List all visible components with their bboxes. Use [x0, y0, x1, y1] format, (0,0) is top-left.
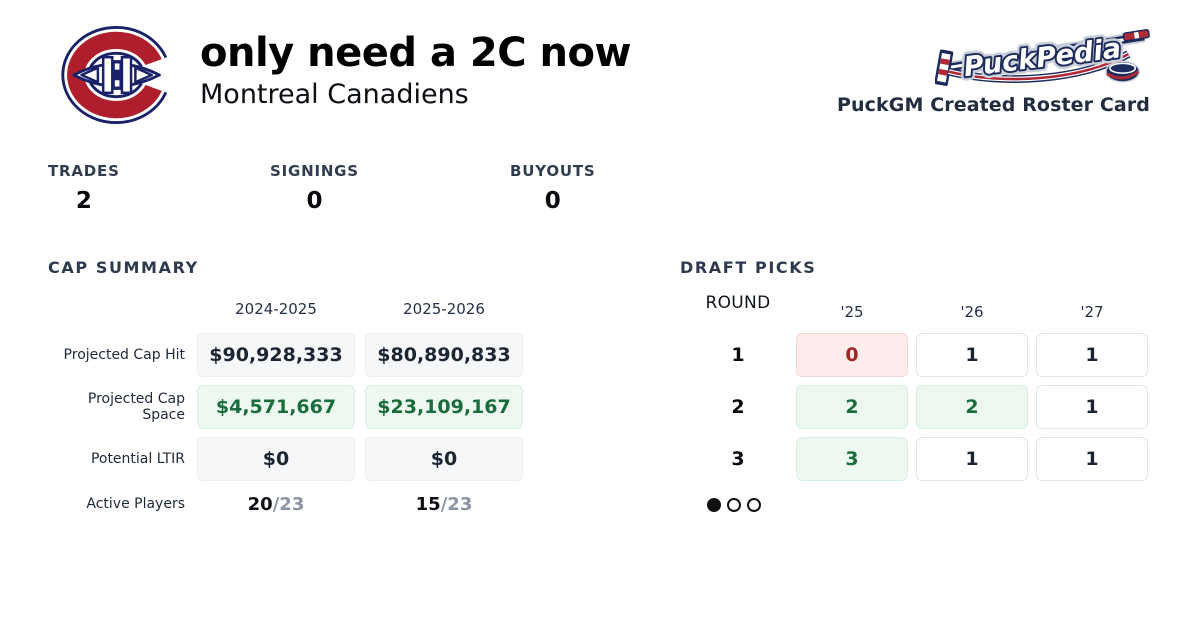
- carousel-dot-2[interactable]: [727, 498, 741, 512]
- carousel-pagination: [707, 498, 1156, 512]
- stat-trades-label: TRADES: [48, 162, 120, 180]
- pick-count-r2-26: 2: [916, 385, 1028, 429]
- round-column-header: ROUND: [705, 293, 771, 313]
- table-row-round-1: 1 0 1 1: [680, 333, 1156, 377]
- stat-signings: SIGNINGS 0: [270, 162, 359, 214]
- stat-trades: TRADES 2: [48, 162, 120, 214]
- draft-picks-column-headers: ROUND '25 '26 '27: [680, 293, 1156, 325]
- year-column-header: '27: [1080, 303, 1104, 321]
- active-players-2025: 15/23: [415, 493, 473, 515]
- carousel-dot-3[interactable]: [747, 498, 761, 512]
- draft-picks-section: DRAFT PICKS ROUND '25 '26 '27 1 0 1 1 2 …: [680, 258, 1156, 512]
- pick-count-r1-25: 0: [796, 333, 908, 377]
- stat-signings-label: SIGNINGS: [270, 162, 359, 180]
- round-number: 1: [731, 344, 745, 366]
- table-row-projected-cap-hit: Projected Cap Hit $90,928,333 $80,890,83…: [48, 333, 533, 377]
- stat-buyouts-value: 0: [544, 188, 561, 214]
- cap-space-value-2025: $23,109,167: [365, 385, 523, 429]
- round-number: 3: [731, 448, 745, 470]
- season-column-header: 2024-2025: [235, 300, 317, 318]
- pick-count-r1-27: 1: [1036, 333, 1148, 377]
- draft-picks-heading: DRAFT PICKS: [680, 258, 817, 277]
- ltir-value-2024: $0: [197, 437, 355, 481]
- page-title: only need a 2C now: [200, 30, 631, 76]
- stat-buyouts-label: BUYOUTS: [510, 162, 596, 180]
- pick-count-r3-25: 3: [796, 437, 908, 481]
- puckpedia-logo: PuckPedia PuckPedia: [935, 29, 1150, 88]
- pick-count-r3-27: 1: [1036, 437, 1148, 481]
- brand-block: PuckPedia PuckPedia PuckGM Created Roste…: [837, 22, 1150, 116]
- cap-summary-column-headers: 2024-2025 2025-2026: [48, 300, 533, 318]
- row-label: Projected Cap Space: [87, 391, 185, 423]
- stat-trades-value: 2: [75, 188, 92, 214]
- pick-count-r2-27: 1: [1036, 385, 1148, 429]
- carousel-dot-1[interactable]: [707, 498, 721, 512]
- cap-summary-heading: CAP SUMMARY: [48, 258, 199, 277]
- round-number: 2: [731, 396, 745, 418]
- year-column-header: '25: [840, 303, 864, 321]
- stat-signings-value: 0: [306, 188, 323, 214]
- pick-count-r2-25: 2: [796, 385, 908, 429]
- season-column-header: 2025-2026: [403, 300, 485, 318]
- pick-count-r1-26: 1: [916, 333, 1028, 377]
- cap-summary-section: CAP SUMMARY 2024-2025 2025-2026 Projecte…: [48, 258, 533, 519]
- year-column-header: '26: [960, 303, 984, 321]
- row-label: Potential LTIR: [90, 451, 185, 467]
- cap-space-value-2024: $4,571,667: [197, 385, 355, 429]
- cap-hit-value-2025: $80,890,833: [365, 333, 523, 377]
- team-name: Montreal Canadiens: [200, 79, 469, 110]
- table-row-round-2: 2 2 2 1: [680, 385, 1156, 429]
- row-label: Active Players: [86, 496, 185, 512]
- table-row-projected-cap-space: Projected Cap Space $4,571,667 $23,109,1…: [48, 385, 533, 429]
- ltir-value-2025: $0: [365, 437, 523, 481]
- title-block: only need a 2C now Montreal Canadiens: [200, 30, 631, 110]
- canadiens-logo: [61, 25, 180, 125]
- table-row-round-3: 3 3 1 1: [680, 437, 1156, 481]
- pick-count-r3-26: 1: [916, 437, 1028, 481]
- stat-buyouts: BUYOUTS 0: [510, 162, 596, 214]
- brand-caption: PuckGM Created Roster Card: [837, 94, 1150, 116]
- active-players-2024: 20/23: [247, 493, 305, 515]
- table-row-active-players: Active Players 20/23 15/23: [48, 489, 533, 519]
- row-label: Projected Cap Hit: [63, 347, 185, 363]
- cap-hit-value-2024: $90,928,333: [197, 333, 355, 377]
- table-row-potential-ltir: Potential LTIR $0 $0: [48, 437, 533, 481]
